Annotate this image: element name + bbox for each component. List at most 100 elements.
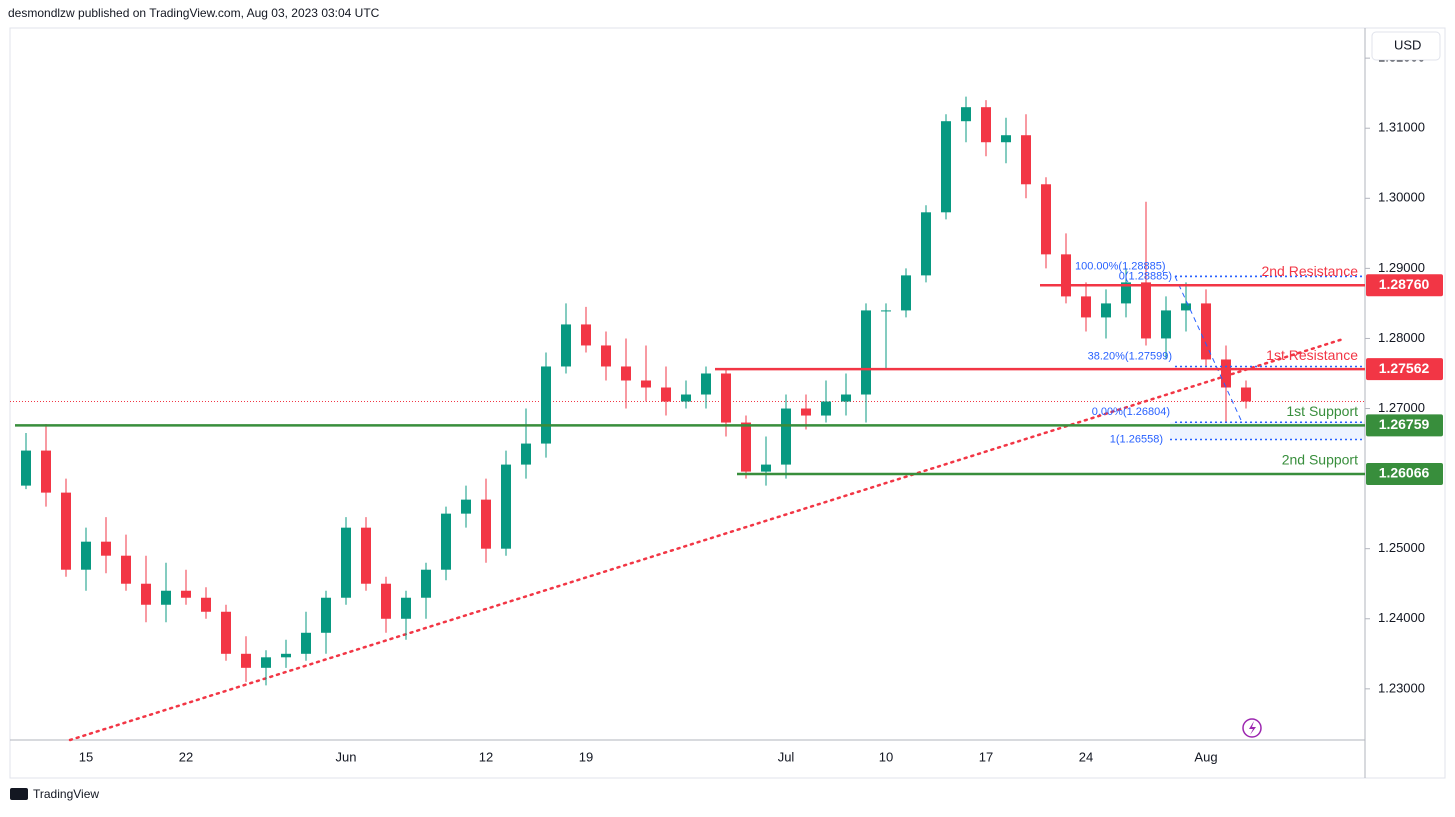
candle-body (601, 345, 611, 367)
candle-body (1021, 135, 1031, 185)
frame (9, 27, 1446, 779)
candle-body (581, 324, 591, 346)
candle-body (681, 394, 691, 402)
x-tick-label: Jun (336, 749, 357, 764)
x-tick-label: 17 (979, 749, 993, 764)
x-tick-label: 15 (79, 749, 93, 764)
y-tick-label: 1.24000 (1378, 610, 1425, 625)
fib-label: 38.20%(1.27599) (1088, 350, 1172, 362)
candle-body (701, 373, 711, 395)
candle-body (1121, 282, 1131, 304)
candle-body (121, 555, 131, 584)
candle-body (861, 310, 871, 395)
alert-bolt (1249, 721, 1256, 735)
candle-body (1001, 135, 1011, 143)
candle-body (361, 527, 371, 584)
candle-body (641, 380, 651, 388)
candle-body (941, 121, 951, 213)
candle-body (961, 107, 971, 122)
candle-body (821, 401, 831, 416)
y-tick-label: 1.25000 (1378, 540, 1425, 555)
candle-body (901, 275, 911, 311)
candle-body (981, 107, 991, 143)
candle-body (801, 408, 811, 416)
trendline (68, 337, 1347, 742)
candle-body (181, 590, 191, 598)
level-price-box (1366, 462, 1443, 485)
currency-button[interactable] (1371, 31, 1441, 61)
fib-label: 0(1.28885) (1119, 270, 1172, 282)
y-tick-label: 1.27000 (1378, 400, 1425, 415)
fib-label: 100.00%(1.28885) (1075, 260, 1166, 272)
candle-body (781, 408, 791, 465)
level-price-label: 1.27562 (1379, 360, 1430, 376)
candle-body (261, 657, 271, 668)
candle-body (141, 583, 151, 605)
y-tick-label: 1.28000 (1378, 330, 1425, 345)
level-price-label: 1.26759 (1379, 416, 1430, 432)
level-price-label: 1.28760 (1379, 276, 1430, 292)
x-tick-label: Aug (1194, 749, 1217, 764)
fib-label: 1(1.26558) (1110, 433, 1163, 445)
level-name: 2nd Support (1282, 452, 1358, 468)
candle-body (921, 212, 931, 276)
level-price-box (1366, 358, 1443, 381)
candle-body (1041, 184, 1051, 255)
x-tick-label: 10 (879, 749, 893, 764)
candle-body (741, 422, 751, 472)
candle-body (61, 492, 71, 570)
candle-body (1201, 303, 1211, 360)
x-tick-label: 22 (179, 749, 193, 764)
candle-body (221, 611, 231, 654)
footer: TradingView (33, 787, 99, 801)
y-tick-label: 1.31000 (1378, 120, 1425, 135)
candle-body (521, 443, 531, 465)
candle-body (201, 597, 211, 612)
candle-body (1241, 387, 1251, 402)
candle-body (481, 499, 491, 549)
level-price-box (1366, 274, 1443, 297)
candle-body (241, 653, 251, 668)
y-tick-label: 1.30000 (1378, 190, 1425, 205)
x-tick-label: 12 (479, 749, 493, 764)
candle-body (401, 597, 411, 619)
y-tick-label: 1.23000 (1378, 680, 1425, 695)
candle-body (321, 597, 331, 633)
level-name: 1st Support (1286, 403, 1358, 419)
x-tick-label: 19 (579, 749, 593, 764)
candle-body (301, 632, 311, 654)
candle-body (661, 387, 671, 402)
fib-label: 0.00%(1.26804) (1092, 406, 1170, 418)
y-tick-label: 1.29000 (1378, 260, 1425, 275)
logo (10, 788, 28, 800)
currency-label: USD (1394, 37, 1421, 52)
candle-body (1161, 310, 1171, 339)
candle-body (841, 394, 851, 402)
candle-body (501, 464, 511, 549)
x-tick-label: 24 (1079, 749, 1093, 764)
candle-body (1221, 359, 1231, 388)
candle-body (721, 373, 731, 423)
x-tick-label: Jul (778, 749, 795, 764)
candle-body (621, 366, 631, 381)
candle-body (41, 450, 51, 493)
level-name: 2nd Resistance (1261, 263, 1358, 279)
candle-body (21, 450, 31, 486)
candle-body (1101, 303, 1111, 318)
level-price-box (1366, 414, 1443, 437)
candle-body (1141, 282, 1151, 339)
candle-body (1181, 303, 1191, 311)
candle-body (881, 310, 891, 312)
candle-body (461, 499, 471, 514)
candle-body (421, 569, 431, 598)
candle-body (381, 583, 391, 619)
level-name: 1st Resistance (1266, 347, 1358, 363)
candle-body (281, 653, 291, 658)
candle-body (761, 464, 771, 472)
alert-icon[interactable] (1242, 718, 1262, 738)
candle-body (1081, 296, 1091, 318)
candle-body (101, 541, 111, 556)
candle-body (441, 513, 451, 570)
candle-body (541, 366, 551, 444)
